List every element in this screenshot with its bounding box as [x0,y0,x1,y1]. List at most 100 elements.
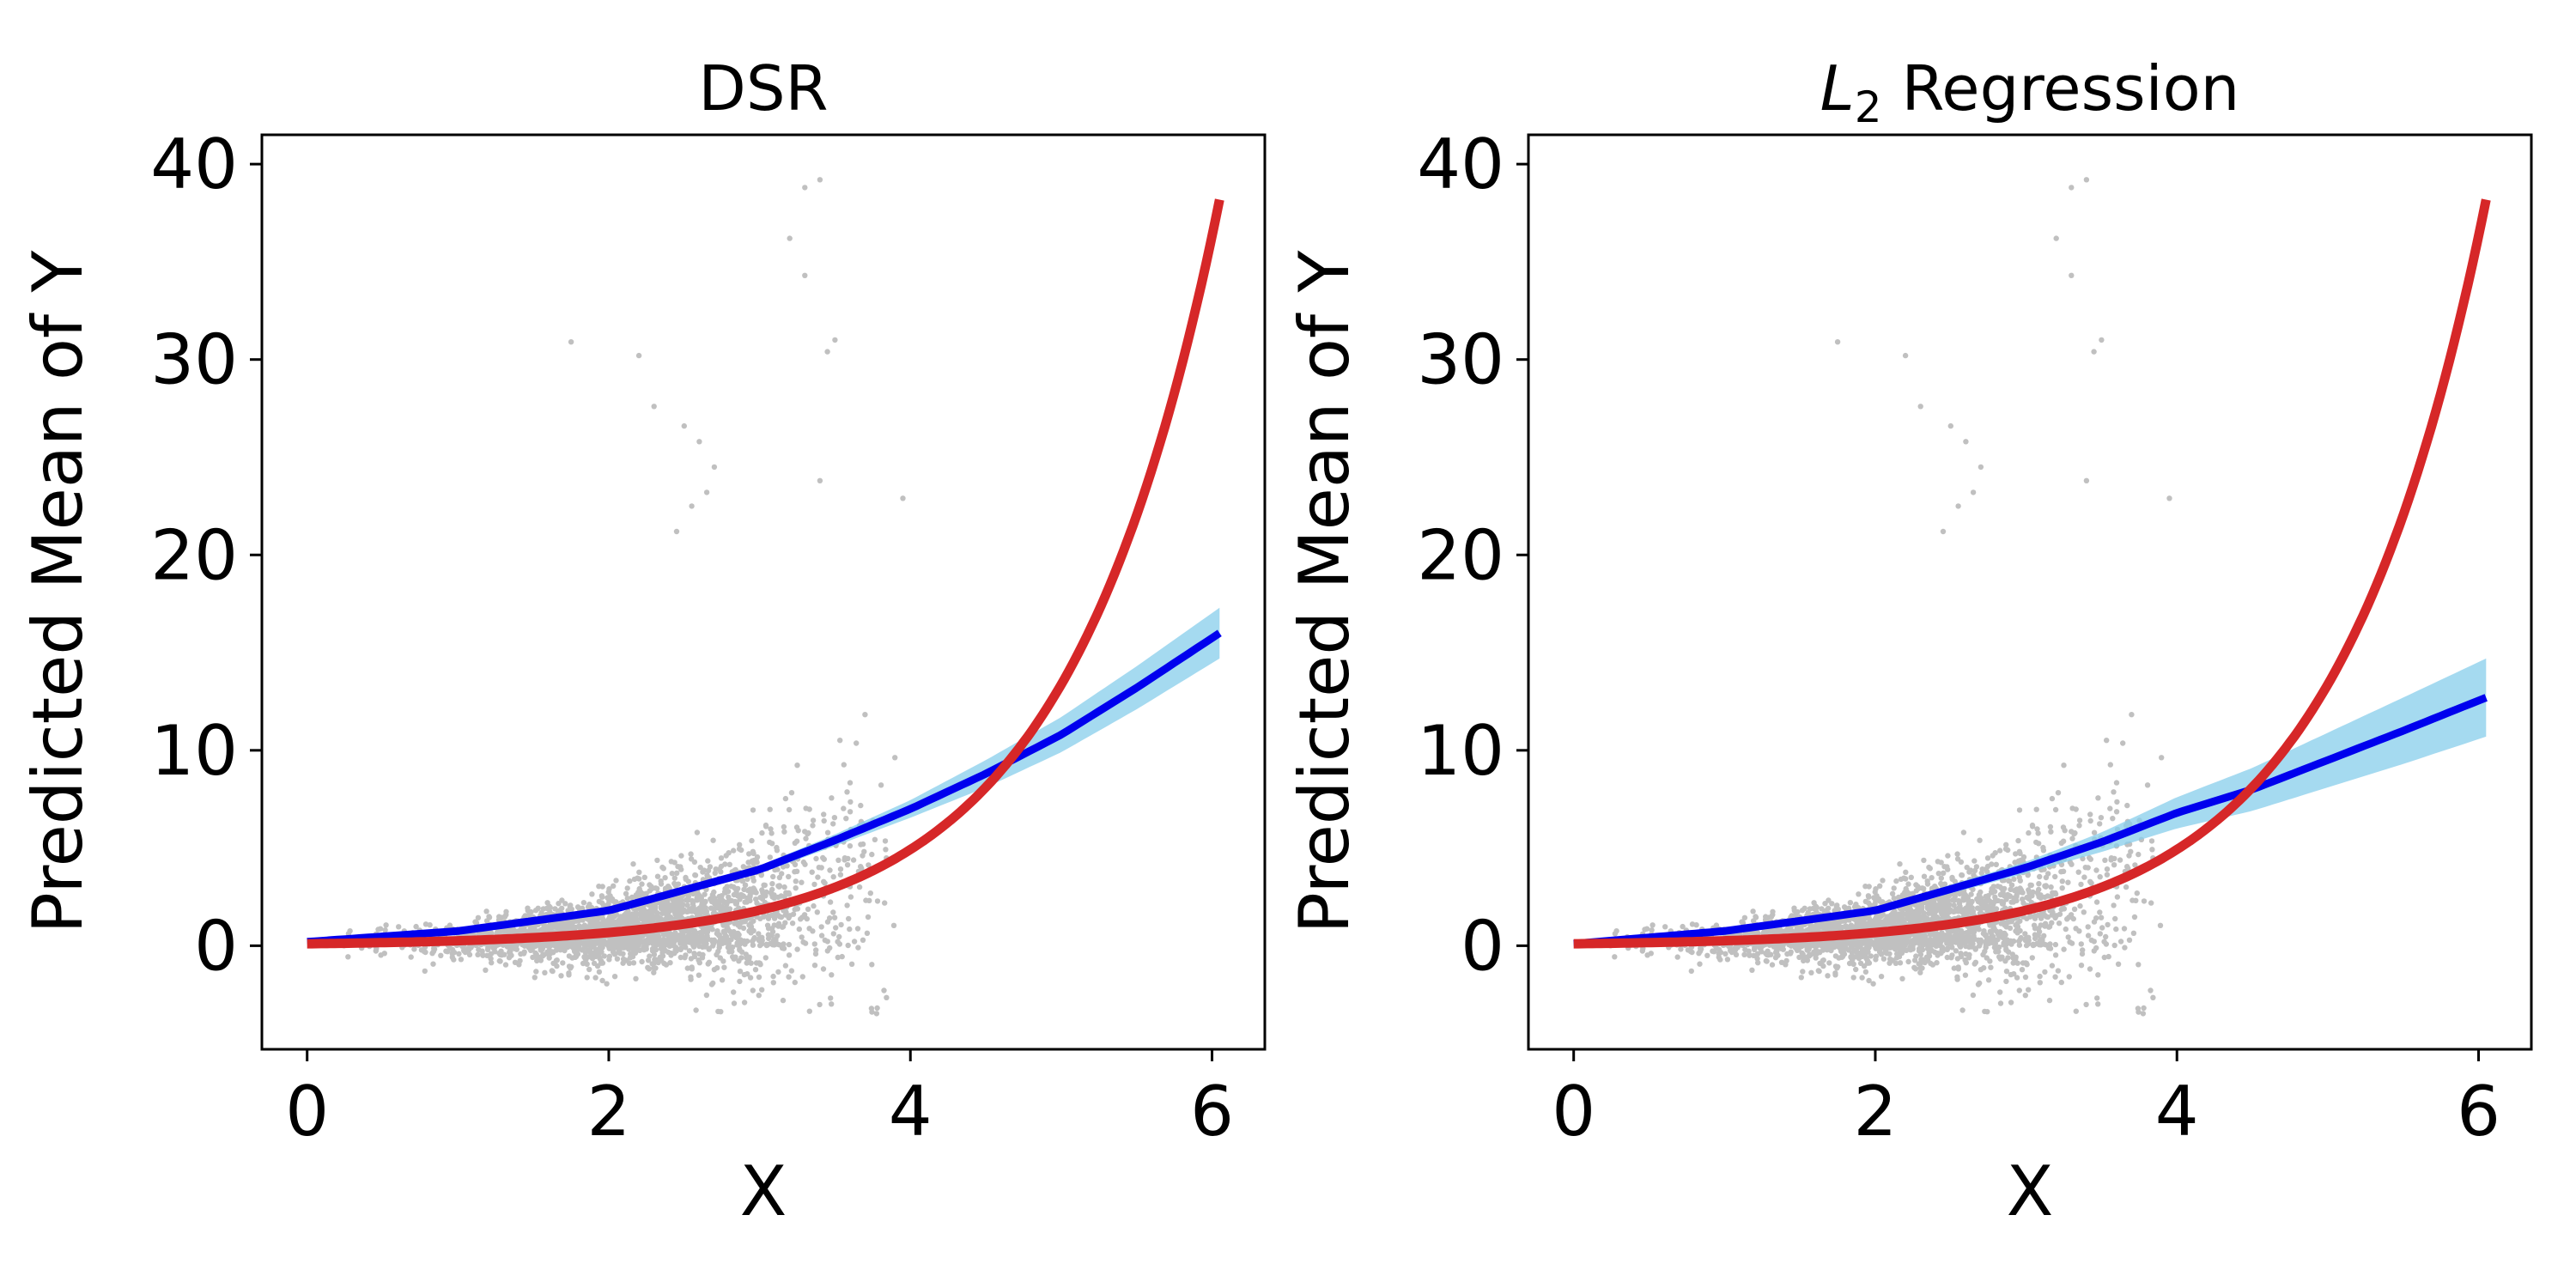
scatter-point [653,965,659,971]
scatter-point [2067,939,2073,945]
scatter-point [820,966,827,972]
scatter-point [786,873,792,880]
scatter-point [558,973,564,979]
scatter-point [1925,957,1931,963]
scatter-point [754,854,761,860]
scatter-point [781,894,787,900]
scatter-point [726,850,732,856]
scatter-point [535,905,541,912]
scatter-point [750,987,756,993]
scatter-point [874,1005,880,1012]
scatter-point [2029,955,2035,961]
scatter-point [851,939,858,945]
scatter-point [874,898,881,904]
scatter-point [2013,956,2019,962]
scatter-point [556,901,562,907]
scatter-point [1819,906,1825,912]
scatter-point [786,974,792,980]
scatter-point [2031,942,2037,948]
scatter-point [2093,867,2099,873]
y-tick-label: 30 [150,320,238,400]
scatter-point [651,951,658,957]
scatter-point [2052,941,2059,948]
scatter-point [2076,817,2083,823]
scatter-point [1967,938,1974,945]
scatter-point [1764,958,1770,964]
scatter-point [2136,1009,2142,1015]
scatter-point [779,871,785,877]
scatter-point [1798,975,1804,981]
scatter-point [1856,891,1862,897]
scatter-point [1612,931,1619,937]
scatter-point [624,885,630,891]
scatter-point [633,909,639,915]
scatter-point [1859,939,1865,945]
scatter-point [2107,805,2113,811]
scatter-point [1793,912,1799,919]
scatter-point [682,940,688,947]
scatter-point [865,914,872,920]
scatter-point [741,999,748,1005]
scatter-point [742,899,748,905]
scatter-point [1972,959,1979,966]
scatter-point [1935,871,1941,877]
scatter-point [568,923,575,930]
scatter-point [2011,876,2017,883]
scatter-point [1697,948,1704,955]
scatter-point [568,339,574,345]
scatter-point [540,951,546,957]
scatter-point [737,896,743,902]
scatter-point [345,954,351,960]
scatter-point [430,961,436,967]
scatter-point [745,860,751,866]
scatter-point [1917,969,1923,975]
scatter-point [647,953,653,959]
scatter-point [1921,873,1928,879]
scatter-point [2121,926,2128,932]
scatter-point [422,968,428,975]
scatter-point [2068,912,2075,918]
scatter-point [2015,837,2021,844]
scatter-point [829,1001,835,1007]
scatter-point [1958,953,1965,960]
scatter-point [750,807,756,813]
scatter-point [1870,941,1876,947]
scatter-point [674,870,680,876]
scatter-point [1886,960,1893,966]
scatter-point [2077,902,2083,909]
scatter-point [617,951,623,957]
scatter-point [836,933,842,940]
scatter-point [1959,1007,1965,1013]
scatter-point [574,948,580,954]
scatter-point [378,952,384,958]
scatter-point [2031,922,2038,928]
scatter-point [747,975,754,981]
scatter-point [497,958,503,964]
scatter-point [811,881,817,888]
scatter-point [1724,957,1731,963]
scatter-point [694,829,701,835]
scatter-point [1768,951,1774,957]
scatter-point [722,861,728,867]
scatter-point [696,892,702,898]
scatter-point [560,925,566,931]
scatter-point [2136,962,2142,968]
scatter-point [1971,867,1978,874]
scatter-point [1954,974,1960,981]
scatter-point [1902,890,1908,896]
scatter-point [373,948,379,954]
scatter-point [538,957,544,963]
scatter-point [718,869,724,875]
scatter-point [458,957,465,963]
scatter-point [774,912,780,919]
scatter-point [599,977,605,984]
scatter-point [784,863,790,869]
scatter-point [2014,920,2020,927]
scatter-point [1945,853,1951,859]
scatter-point [1992,894,1998,901]
scatter-point [817,477,823,483]
scatter-point [636,869,642,875]
scatter-point [697,934,703,940]
scatter-point [525,905,531,911]
scatter-point [1688,968,1695,975]
